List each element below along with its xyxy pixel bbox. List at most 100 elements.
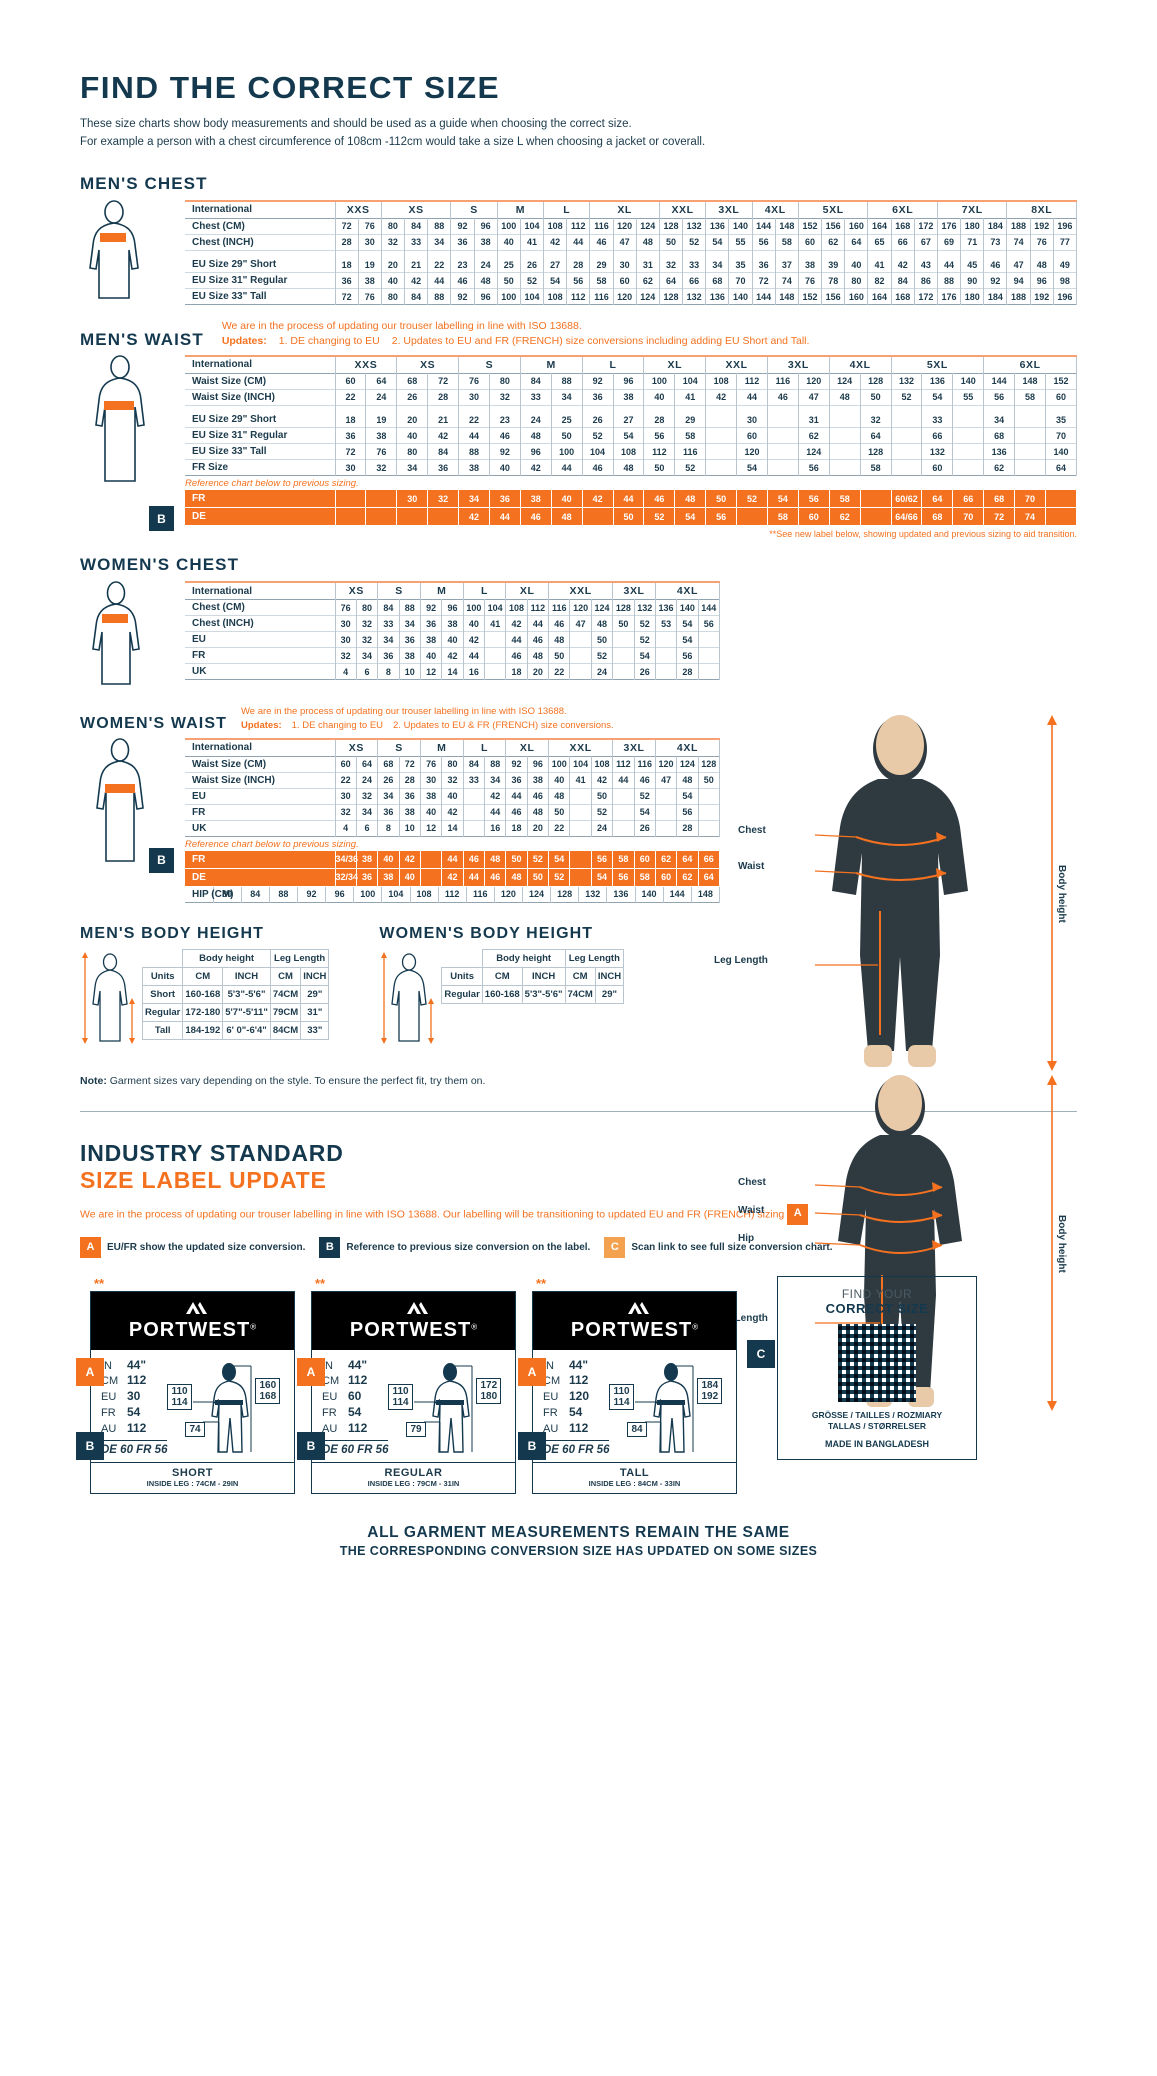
label-stars: ** — [94, 1275, 105, 1291]
table-cell: 67 — [914, 234, 938, 251]
table-cell — [829, 427, 861, 444]
row-label: FR — [185, 804, 336, 821]
badge-b-label: B — [518, 1431, 546, 1460]
label-size-key: CM — [322, 1375, 340, 1388]
table-cell — [767, 459, 799, 476]
table-cell: 38 — [458, 459, 490, 476]
bh-cell: Tall — [141, 1020, 184, 1040]
badge-a-label: A — [76, 1357, 104, 1386]
page-title: FIND THE CORRECT SIZE — [80, 70, 500, 105]
label-size-value: 112 — [127, 1420, 147, 1435]
mens-waist-ref-note: Reference chart below to previous sizing… — [185, 478, 359, 490]
table-cell: 128 — [860, 373, 892, 390]
table-cell: 92 — [489, 443, 521, 460]
womens-chest-figure — [80, 581, 185, 691]
ref-cell: 32/34 — [335, 868, 358, 887]
table-cell: 140 — [676, 599, 699, 616]
ref-row: FR 30 32 34 36 38 40 42 44 46 48 50 52 54 56 58 60/62 64 6… — [185, 490, 1078, 509]
ref-cell: 40 — [551, 490, 583, 509]
table-cell: 88 — [427, 288, 452, 305]
table-cell: 40 — [441, 788, 464, 805]
ref-cell: 36 — [356, 868, 379, 887]
ref-row-label: FR — [185, 850, 336, 869]
table-cell: 46 — [634, 772, 656, 789]
table-cell: 73 — [983, 234, 1008, 251]
table-cell — [655, 631, 678, 648]
ref-cell: 50 — [505, 850, 528, 869]
table-cell: 35 — [1045, 412, 1078, 428]
table-cell: 46 — [767, 389, 799, 406]
table-cell: 72 — [427, 373, 460, 390]
table-cell: 52 — [591, 647, 614, 664]
qr-code-icon[interactable] — [838, 1323, 916, 1402]
table-cell: 40 — [548, 772, 571, 789]
table-cell: 108 — [591, 756, 614, 773]
table-cell — [952, 427, 985, 444]
table-cell: 50 — [643, 459, 676, 476]
bh-cell: Regular — [141, 1002, 184, 1022]
ref-cell: 58 — [767, 507, 799, 527]
table-cell: 70 — [728, 272, 753, 289]
table-cell: 38 — [613, 389, 645, 406]
table-cell: 31 — [636, 257, 660, 273]
table-row: EU 30 32 34 36 38 40 42 44 46 48 50 52 54 — [185, 788, 721, 805]
ref-cell: 50 — [527, 868, 550, 887]
ref-cell: 56 — [705, 507, 738, 527]
table-cell: 44 — [527, 615, 550, 632]
table-cell: 31 — [798, 412, 830, 428]
table-cell: 136 — [705, 288, 730, 305]
table-cell: 60 — [335, 373, 367, 390]
table-cell — [698, 647, 721, 664]
table-cell: 88 — [399, 599, 421, 616]
table-cell: 45 — [960, 257, 985, 273]
table-cell: 43 — [914, 257, 938, 273]
table-cell: 33 — [463, 772, 486, 789]
table-cell — [829, 412, 861, 428]
table-cell: 132 — [891, 373, 923, 390]
table-cell: 172 — [914, 218, 938, 235]
table-cell: 52 — [634, 788, 656, 805]
table-cell — [655, 804, 678, 821]
ref-cell: 50 — [705, 490, 738, 509]
table-cell — [952, 459, 985, 476]
table-cell: 29 — [674, 412, 707, 428]
bh-group-leg-length: Leg Length — [269, 948, 330, 968]
mens-height-figure — [80, 949, 142, 1049]
label-size-row: IN 44" — [101, 1358, 167, 1374]
table-cell: 40 — [844, 257, 869, 273]
table-cell: 128 — [698, 756, 721, 773]
table-cell: 30 — [458, 389, 490, 406]
label-size-row: FR 54 — [543, 1405, 609, 1421]
table-cell: 92 — [420, 599, 443, 616]
table-cell: 132 — [682, 218, 707, 235]
table-cell: 68 — [377, 756, 400, 773]
table-cell: 32 — [356, 615, 379, 632]
table-cell: 50 — [860, 389, 892, 406]
mens-waist-footnote: **See new label below, showing updated a… — [769, 529, 1077, 540]
table-cell: 52 — [682, 234, 707, 251]
table-cell — [655, 663, 678, 680]
label-size-key: IN — [543, 1359, 554, 1372]
bh-row: Regular 160-168 5'3"-5'6" 74CM 29" — [441, 984, 625, 1004]
table-cell: 22 — [548, 663, 571, 680]
registered-icon: ® — [250, 1322, 257, 1332]
label-waist-value-2: 114 — [171, 1396, 188, 1408]
table-cell: 164 — [867, 288, 892, 305]
size-header-XL: XL — [505, 582, 550, 600]
table-row: EU Size 29" Short 18 19 20 21 22 23 24 25 26 27 28 2… — [185, 412, 1078, 428]
table-cell: 52 — [582, 427, 614, 444]
table-cell: 38 — [474, 234, 498, 251]
table-cell: 180 — [960, 288, 985, 305]
label-fit-name: TALL — [619, 1466, 650, 1479]
label-size-row: AU 112 — [101, 1421, 167, 1437]
table-cell: 84 — [427, 443, 460, 460]
table-cell: 35 — [728, 257, 753, 273]
ref-cell: 54 — [767, 490, 799, 509]
size-header-XXS: XXS — [335, 200, 382, 219]
table-cell: 52 — [674, 459, 707, 476]
table-cell: 96 — [527, 756, 550, 773]
womens-height-figure — [379, 949, 441, 1049]
bh-group-body-height: Body height — [182, 948, 271, 968]
ref-cell: 72 — [983, 507, 1016, 527]
table-cell: 92 — [582, 373, 614, 390]
